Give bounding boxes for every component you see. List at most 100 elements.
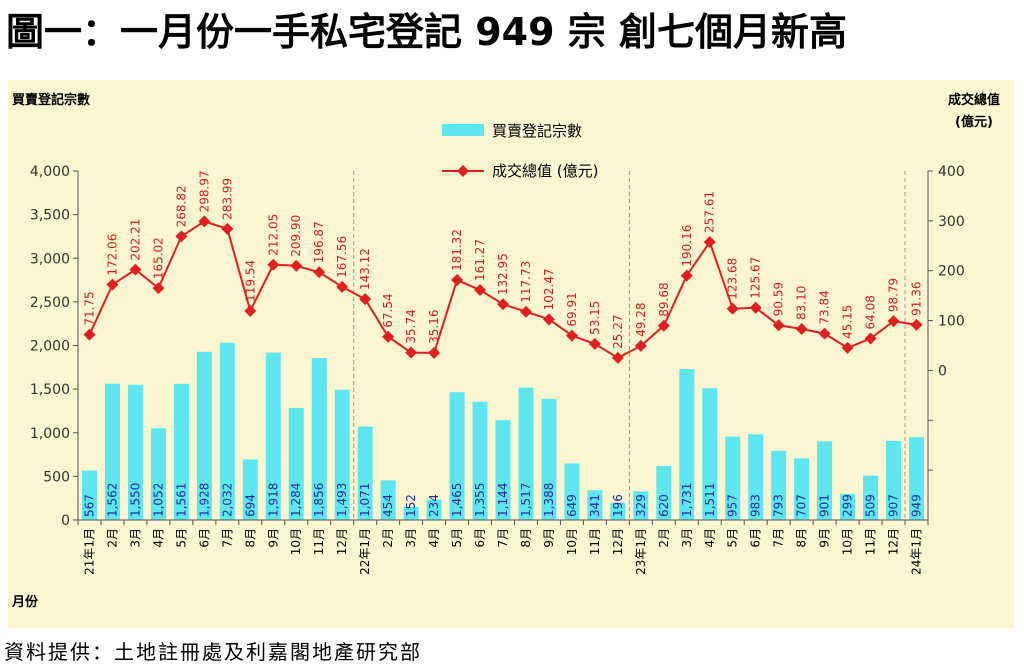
bar bbox=[426, 499, 442, 520]
line-marker bbox=[657, 319, 670, 332]
line-value-label: 125.67 bbox=[749, 257, 763, 299]
line-value-label: 190.16 bbox=[680, 225, 694, 267]
line-value-label: 73.84 bbox=[818, 290, 832, 324]
bar bbox=[702, 388, 718, 520]
x-category-label: 12月 bbox=[611, 528, 625, 555]
x-category-label: 11月 bbox=[588, 528, 602, 555]
bar bbox=[656, 465, 672, 520]
left-tick-label: 2,500 bbox=[30, 295, 70, 311]
bar-value-label: 329 bbox=[634, 494, 648, 517]
bar bbox=[541, 398, 557, 520]
bar bbox=[564, 463, 580, 520]
line-marker bbox=[83, 328, 96, 341]
right-tick-label: 0 bbox=[938, 363, 947, 379]
line-value-label: 102.47 bbox=[542, 268, 556, 310]
x-category-label: 22年1月 bbox=[358, 528, 372, 575]
right-axis-title-line2: (億元) bbox=[955, 114, 993, 130]
line-value-label: 119.54 bbox=[243, 260, 257, 302]
line-value-label: 181.32 bbox=[450, 229, 464, 271]
line-value-label: 132.95 bbox=[496, 253, 510, 295]
headline: 圖一：一月份一手私宅登記 949 宗 創七個月新高 bbox=[6, 10, 848, 54]
bar bbox=[127, 384, 143, 520]
x-category-label: 4月 bbox=[151, 528, 165, 548]
line-value-label: 196.87 bbox=[312, 221, 326, 263]
line-value-label: 202.21 bbox=[128, 219, 142, 261]
x-category-label: 10月 bbox=[289, 528, 303, 555]
bar-value-label: 1,493 bbox=[335, 483, 349, 517]
x-category-label: 9月 bbox=[542, 528, 556, 548]
bar bbox=[518, 387, 534, 520]
line-value-label: 161.27 bbox=[473, 239, 487, 281]
bar bbox=[771, 450, 787, 520]
bar-value-label: 707 bbox=[795, 494, 809, 517]
x-category-label: 7月 bbox=[496, 528, 510, 548]
bar bbox=[173, 383, 189, 520]
line-marker bbox=[634, 339, 647, 352]
right-tick-label: 400 bbox=[938, 164, 965, 180]
bar-value-label: 1,562 bbox=[105, 483, 119, 517]
bar bbox=[909, 437, 925, 520]
x-category-label: 11月 bbox=[312, 528, 326, 555]
bar-value-label: 454 bbox=[381, 494, 395, 517]
x-category-label: 5月 bbox=[726, 528, 740, 548]
bar bbox=[242, 459, 258, 520]
bar bbox=[357, 426, 373, 520]
left-tick-label: 3,500 bbox=[30, 208, 70, 224]
line-value-label: 67.54 bbox=[381, 293, 395, 327]
bar-value-label: 983 bbox=[749, 494, 763, 517]
bar bbox=[679, 368, 695, 520]
line-value-label: 25.27 bbox=[611, 314, 625, 348]
line-value-label: 35.16 bbox=[427, 310, 441, 344]
bar-value-label: 649 bbox=[565, 494, 579, 517]
line-marker bbox=[887, 315, 900, 328]
right-tick-label: 200 bbox=[938, 264, 965, 280]
bar-value-label: 957 bbox=[726, 494, 740, 517]
bar bbox=[794, 458, 810, 520]
line-marker bbox=[129, 263, 142, 276]
x-category-label: 9月 bbox=[818, 528, 832, 548]
line-value-label: 83.10 bbox=[795, 286, 809, 320]
bar bbox=[403, 506, 419, 520]
line-value-label: 49.28 bbox=[634, 302, 648, 336]
bar bbox=[334, 389, 350, 520]
bar-value-label: 152 bbox=[404, 494, 418, 517]
bar-value-label: 1,550 bbox=[128, 483, 142, 517]
line-value-label: 98.79 bbox=[887, 278, 901, 312]
legend-line-label: 成交總值 (億元) bbox=[492, 162, 598, 180]
x-category-label: 2月 bbox=[657, 528, 671, 548]
line-marker bbox=[267, 258, 280, 271]
line-marker bbox=[497, 298, 509, 311]
line-marker bbox=[336, 280, 349, 293]
bar-value-label: 907 bbox=[887, 494, 901, 517]
bar bbox=[587, 490, 603, 520]
bar-value-label: 1,918 bbox=[266, 483, 280, 517]
x-category-label: 12月 bbox=[335, 528, 349, 555]
x-axis-title: 月份 bbox=[11, 594, 39, 610]
bar bbox=[495, 420, 511, 520]
line-value-label: 165.02 bbox=[151, 237, 165, 279]
line-marker bbox=[152, 282, 165, 295]
bar bbox=[725, 436, 741, 520]
x-category-label: 4月 bbox=[703, 528, 717, 548]
bar-value-label: 1,856 bbox=[312, 483, 326, 517]
line-marker bbox=[428, 346, 441, 359]
left-tick-label: 3,000 bbox=[30, 251, 70, 267]
x-category-label: 6月 bbox=[197, 528, 211, 548]
source-note: 資料提供：土地註冊處及利嘉閣地產研究部 bbox=[4, 640, 422, 664]
bar bbox=[472, 401, 488, 520]
line-value-label: 143.12 bbox=[358, 248, 372, 290]
x-category-label: 3月 bbox=[404, 528, 418, 548]
line-value-label: 69.91 bbox=[565, 292, 579, 326]
bar-value-label: 694 bbox=[243, 494, 257, 517]
line-value-label: 35.74 bbox=[404, 309, 418, 343]
line-marker bbox=[841, 341, 854, 354]
line-marker bbox=[474, 284, 487, 297]
x-category-label: 6月 bbox=[473, 528, 487, 548]
line-marker bbox=[611, 351, 624, 364]
line-value-label: 53.15 bbox=[588, 301, 602, 335]
line-marker bbox=[359, 293, 372, 306]
line-marker bbox=[244, 304, 257, 317]
line-marker bbox=[290, 259, 303, 272]
x-category-label: 4月 bbox=[427, 528, 441, 548]
left-tick-label: 4,000 bbox=[30, 164, 70, 180]
